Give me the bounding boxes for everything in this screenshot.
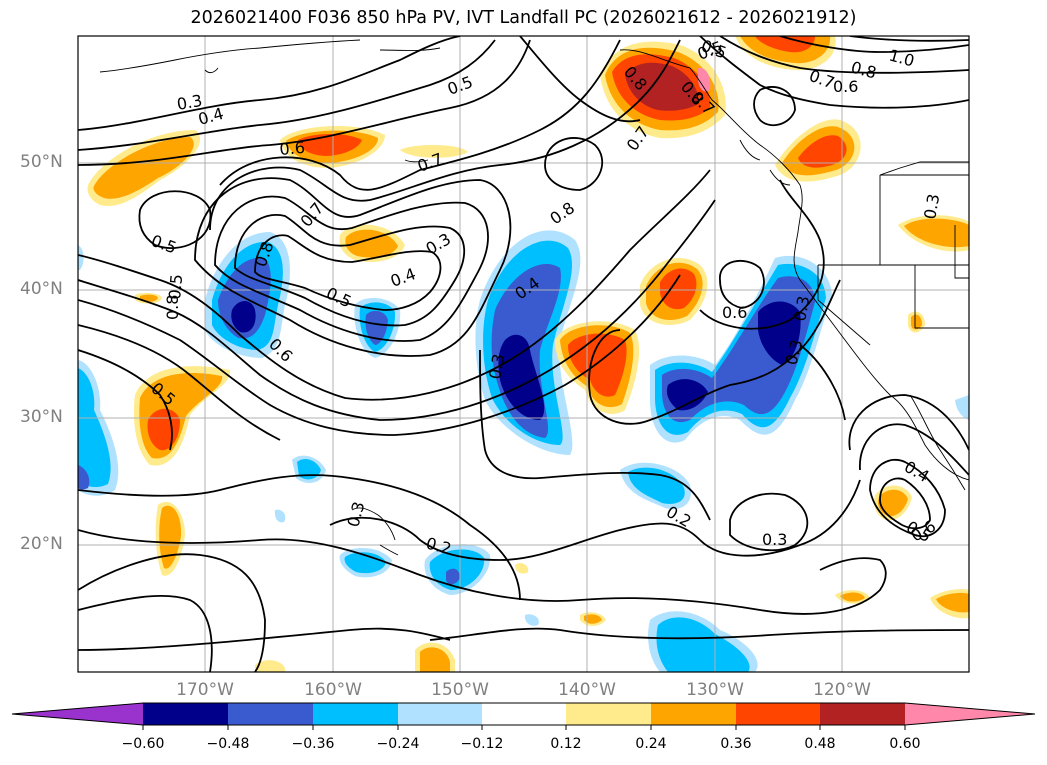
lon-label-140w: 140°W [558,680,616,700]
contour-label: 0.3 [423,229,455,258]
coastlines [99,39,969,556]
contour-label: 0.6 [722,303,747,322]
graticule [78,36,969,672]
contour-label: 0.4 [388,264,418,291]
colorbar-segment [651,703,736,725]
colorbar-extend-high [905,703,1035,725]
contour-label: 0.5 [165,273,186,300]
contour-label: 0.6 [279,138,306,159]
map-frame [77,35,970,673]
colorbar-tick-label: 0.12 [550,736,582,752]
colorbar-segment [820,703,905,725]
contour-label: 0.3 [344,500,369,530]
colorbar-tick-label: 0.60 [889,736,921,752]
lon-label-150w: 150°W [431,680,489,700]
contour-label: 1.0 [887,46,917,71]
colorbar-tick-label: −0.48 [206,736,250,752]
contour-label: 0.3 [175,91,203,114]
contour-label: 0.6 [833,77,858,96]
colorbar-segment [143,703,228,725]
colorbar-segment [398,703,482,725]
contour-label: 0.8 [163,295,182,320]
contour-label: 0.7 [297,199,328,231]
colorbar-segment [736,703,820,725]
map-title: 2026021400 F036 850 hPa PV, IVT Landfall… [190,8,857,28]
colorbar-tick-label: −0.24 [376,736,420,752]
lon-label-170w: 170°W [176,680,234,700]
colorbar-tick-label: 0.48 [804,736,836,752]
colorbar-tick-label: 0.24 [635,736,667,752]
colorbar-segment [313,703,398,725]
lat-label-30n: 30°N [20,407,63,427]
lat-label-20n: 20°N [20,534,63,554]
colorbar-tick-label: −0.60 [121,736,165,752]
contour-label: 0.3 [920,192,943,220]
lat-label-50n: 50°N [20,152,63,172]
colorbar-tick-label: −0.36 [291,736,335,752]
contour-label: 0.5 [149,231,179,258]
colorbar-segment [228,703,313,725]
contour-label: 0.3 [485,352,508,380]
lon-label-130w: 130°W [686,680,744,700]
lat-label-40n: 40°N [20,279,63,299]
contour-label: 0.8 [546,198,578,228]
colorbar-extend-low [12,703,143,725]
pv-contours [78,36,969,672]
colorbar-segment [482,703,566,725]
lon-label-160w: 160°W [304,680,362,700]
contour-label: 0.5 [323,283,354,311]
colorbar-segment [566,703,651,725]
lon-label-120w: 120°W [813,680,871,700]
contour-label: 0.2 [424,534,454,559]
contour-label: 0.3 [790,294,813,322]
contour-label: 0.3 [762,530,787,549]
colorbar-tick-label: 0.36 [720,736,752,752]
colorbar [11,702,1036,730]
colorbar-tick-label: −0.12 [460,736,504,752]
